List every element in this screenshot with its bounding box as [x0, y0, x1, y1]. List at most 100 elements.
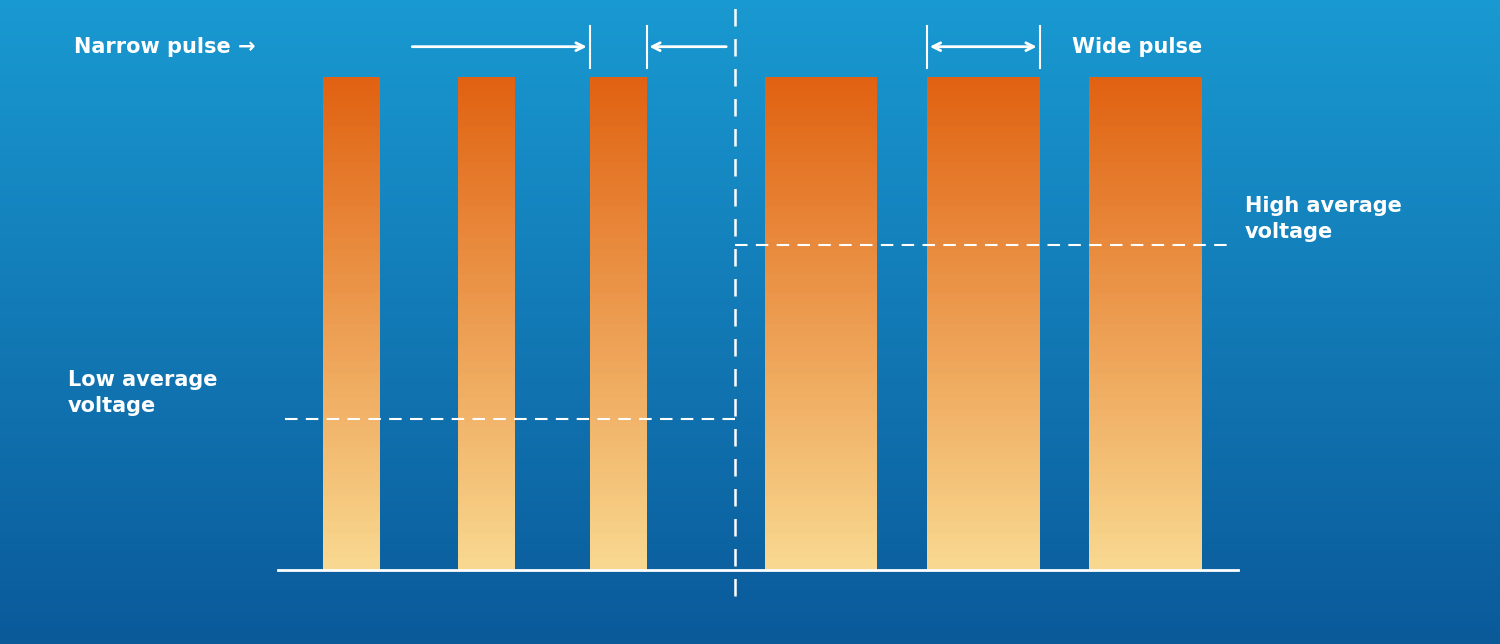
Bar — [0, 277, 1500, 279]
Bar — [590, 361, 646, 366]
Bar — [0, 386, 1500, 388]
Bar — [927, 545, 1040, 551]
Bar — [1089, 397, 1202, 404]
Bar — [458, 348, 514, 354]
Bar — [0, 475, 1500, 477]
Bar — [0, 53, 1500, 56]
Bar — [0, 219, 1500, 221]
Bar — [322, 527, 380, 533]
Bar — [0, 363, 1500, 365]
Bar — [765, 84, 877, 90]
Bar — [765, 213, 877, 219]
Bar — [0, 528, 1500, 530]
Bar — [322, 496, 380, 502]
Bar — [0, 69, 1500, 71]
Bar — [1089, 139, 1202, 145]
Bar — [322, 213, 380, 219]
Bar — [927, 558, 1040, 564]
Bar — [0, 305, 1500, 307]
Bar — [0, 522, 1500, 524]
Bar — [765, 231, 877, 238]
Bar — [458, 287, 514, 293]
Bar — [0, 401, 1500, 404]
Bar — [765, 558, 877, 564]
Bar — [0, 111, 1500, 114]
Bar — [0, 444, 1500, 446]
Bar — [927, 207, 1040, 213]
Bar — [590, 250, 646, 256]
Bar — [0, 303, 1500, 305]
Bar — [322, 515, 380, 520]
Bar — [927, 250, 1040, 256]
Bar — [1089, 336, 1202, 342]
Bar — [1089, 385, 1202, 392]
Bar — [0, 341, 1500, 343]
Bar — [322, 385, 380, 392]
Bar — [0, 307, 1500, 309]
Bar — [0, 294, 1500, 296]
Bar — [927, 127, 1040, 133]
Bar — [458, 484, 514, 490]
Bar — [927, 108, 1040, 114]
Bar — [0, 408, 1500, 410]
Bar — [1089, 478, 1202, 484]
Bar — [765, 496, 877, 502]
Bar — [0, 189, 1500, 191]
Bar — [322, 268, 380, 274]
Bar — [590, 243, 646, 250]
Bar — [458, 200, 514, 207]
Bar — [0, 21, 1500, 24]
Bar — [0, 90, 1500, 92]
Bar — [1089, 465, 1202, 471]
Bar — [458, 127, 514, 133]
Bar — [927, 385, 1040, 392]
Bar — [590, 139, 646, 145]
Bar — [1089, 410, 1202, 416]
Bar — [927, 392, 1040, 397]
Bar — [0, 361, 1500, 363]
Bar — [590, 478, 646, 484]
Bar — [0, 597, 1500, 599]
Bar — [0, 92, 1500, 95]
Bar — [590, 515, 646, 520]
Bar — [927, 440, 1040, 447]
Bar — [0, 202, 1500, 204]
Bar — [0, 174, 1500, 176]
Bar — [322, 366, 380, 373]
Bar — [927, 379, 1040, 385]
Bar — [0, 483, 1500, 485]
Bar — [590, 287, 646, 293]
Bar — [322, 484, 380, 490]
Bar — [0, 625, 1500, 627]
Bar — [0, 95, 1500, 97]
Bar — [0, 620, 1500, 623]
Bar — [0, 578, 1500, 580]
Bar — [0, 176, 1500, 178]
Bar — [1089, 533, 1202, 539]
Bar — [0, 19, 1500, 21]
Bar — [765, 145, 877, 151]
Bar — [458, 397, 514, 404]
Bar — [0, 193, 1500, 195]
Bar — [322, 373, 380, 379]
Bar — [0, 109, 1500, 111]
Bar — [322, 342, 380, 348]
Bar — [0, 322, 1500, 324]
Bar — [590, 551, 646, 558]
Bar — [0, 283, 1500, 285]
Bar — [0, 114, 1500, 116]
Bar — [927, 90, 1040, 96]
Bar — [322, 490, 380, 496]
Bar — [590, 182, 646, 188]
Bar — [322, 471, 380, 478]
Bar — [765, 366, 877, 373]
Bar — [458, 299, 514, 305]
Bar — [0, 206, 1500, 208]
Bar — [0, 599, 1500, 601]
Bar — [590, 422, 646, 428]
Bar — [322, 305, 380, 311]
Bar — [0, 73, 1500, 75]
Bar — [927, 176, 1040, 182]
Bar — [0, 62, 1500, 64]
Bar — [458, 440, 514, 447]
